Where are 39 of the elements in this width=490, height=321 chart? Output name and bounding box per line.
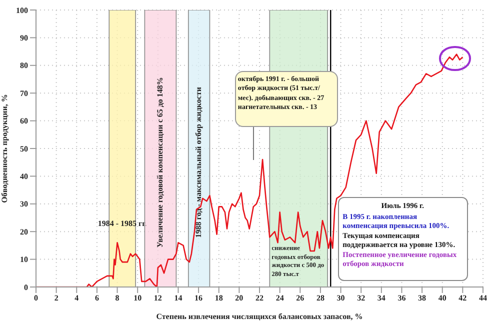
x-tick-label: 12 [154,294,162,303]
band-label: Увеличение годовой компенсации с 65 до 148% [155,77,164,248]
x-tick-label: 36 [398,294,406,303]
y-tick-label: 0 [24,282,28,292]
x-tick-label: 38 [418,294,426,303]
x-tick-label: 42 [458,294,467,303]
y-tick-label: 30 [20,200,28,209]
y-tick-label: 80 [20,61,28,70]
x-tick-label: 32 [357,294,366,303]
x-tick-label: 24 [276,294,284,303]
x-tick-label: 6 [94,294,99,303]
x-tick-label: 4 [74,294,79,303]
band-label: 1984 - 1985 гг. [98,219,147,228]
y-tick-label: 90 [20,34,28,43]
x-tick-label: 14 [174,294,182,303]
y-tick-label: 70 [20,88,28,98]
x-tick-label: 40 [438,294,446,303]
y-tick-label: 20 [20,227,28,236]
y-tick-label: 10 [20,255,28,264]
x-tick-label: 10 [134,294,142,303]
x-tick-label: 30 [336,294,345,303]
x-tick-label: 20 [235,294,244,303]
y-axis-title: Обводненность продукции, % [0,94,9,203]
x-tick-label: 34 [377,294,386,303]
y-tick-label: 50 [20,144,28,154]
x-tick-label: 26 [296,294,304,303]
y-tick-label: 100 [16,6,28,15]
x-tick-label: 2 [54,294,58,303]
x-tick-label: 8 [115,294,120,303]
x-tick-label: 16 [194,294,203,303]
x-tick-label: 0 [34,294,38,303]
x-tick-label: 18 [214,294,223,303]
band-label: 1988 год - максимальный отбор жидкости [194,86,203,238]
x-tick-label: 44 [479,294,487,303]
x-axis-title: Степень извлечения числящихся балансовых запасов, % [156,312,363,321]
x-tick-label: 28 [316,294,324,303]
y-tick-label: 60 [20,116,28,126]
y-tick-label: 40 [20,172,28,182]
x-tick-label: 22 [256,294,264,303]
